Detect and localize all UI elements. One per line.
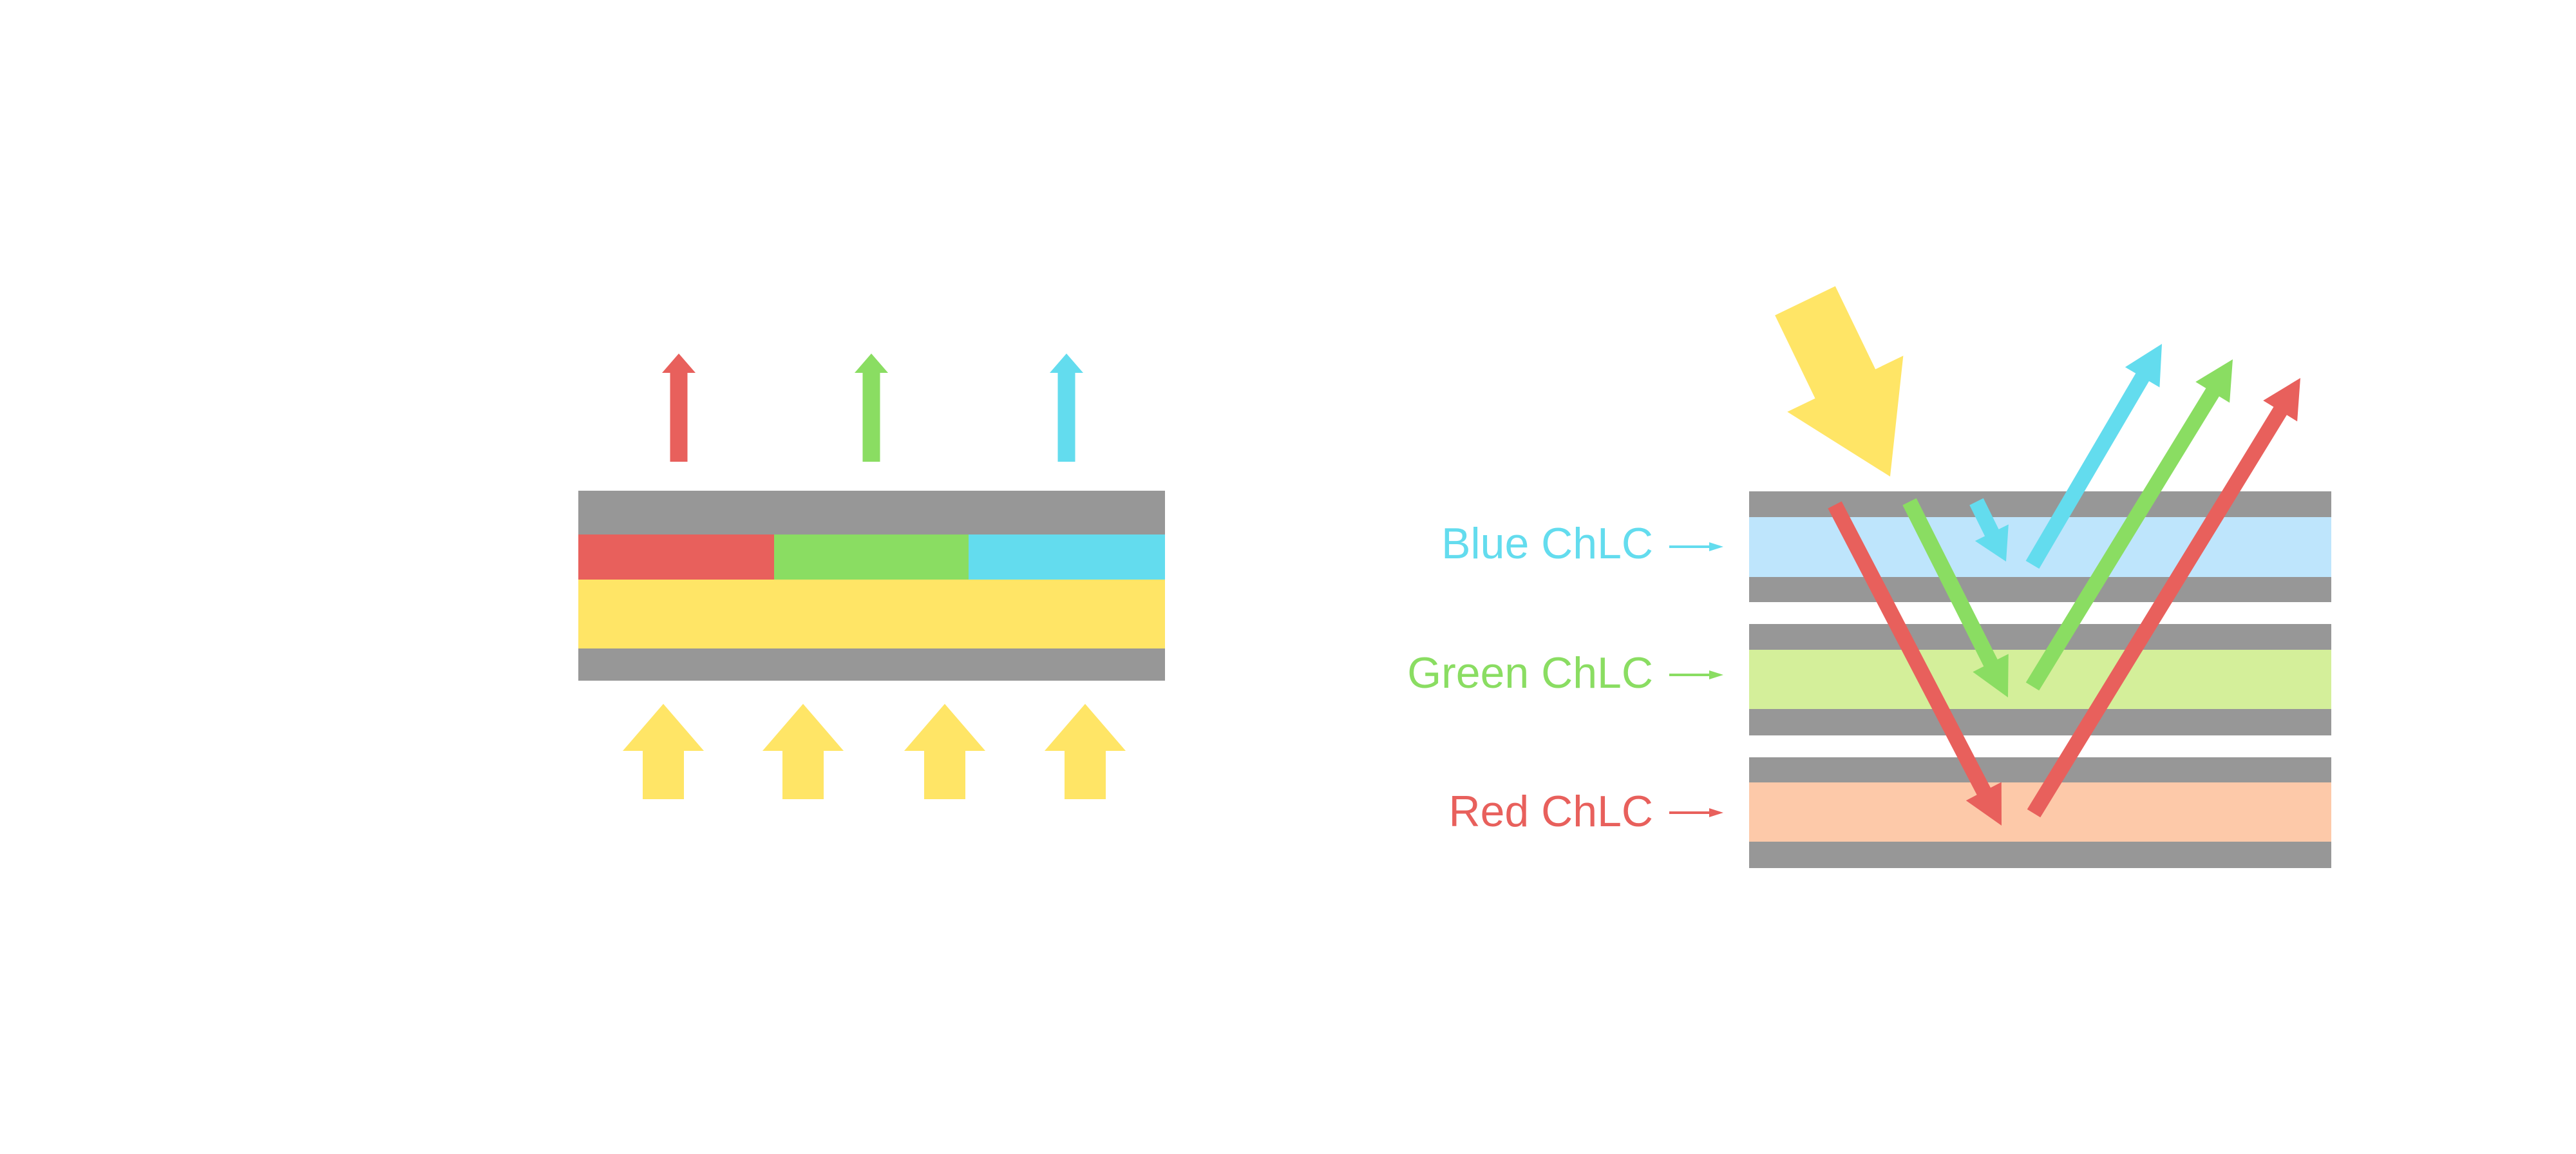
cyan-output-arrow [1050, 354, 1083, 462]
filter-stack [578, 491, 1165, 681]
top-gray-layer [578, 491, 1165, 534]
backlight-arrow-3 [904, 704, 985, 799]
yellow-backlight-layer [578, 580, 1165, 648]
blue-bottom-gray [1749, 577, 2331, 602]
blue-label-pointer [1669, 542, 1723, 551]
red-chlc-label: Red ChLC [1449, 787, 1654, 836]
backlight-arrow-2 [762, 704, 844, 799]
red-top-gray [1749, 757, 2331, 782]
green-reflected-ray [2025, 359, 2233, 691]
blue-chlc-label: Blue ChLC [1441, 519, 1653, 568]
red-incident-ray [1828, 501, 2002, 826]
green-label-pointer [1669, 670, 1723, 679]
backlight-arrow-4 [1045, 704, 1126, 799]
incident-light-arrow [1775, 286, 1904, 477]
red-reflected-ray [2027, 378, 2300, 818]
green-top-gray [1749, 624, 2331, 650]
left-arrows [623, 354, 1126, 799]
red-bottom-gray [1749, 842, 2331, 868]
green-chlc-label: Green ChLC [1407, 648, 1653, 697]
red-label-pointer [1669, 808, 1723, 817]
label-pointers [1669, 542, 1723, 817]
cyan-incident-ray [1969, 498, 2009, 562]
light-rays [1775, 286, 2300, 826]
bottom-gray-layer [578, 648, 1165, 681]
green-incident-ray [1902, 498, 2009, 697]
green-bottom-gray [1749, 709, 2331, 735]
red-output-arrow [662, 354, 696, 462]
layer-labels: Blue ChLC Green ChLC Red ChLC [1407, 519, 1653, 836]
green-filter [774, 534, 969, 580]
cyan-reflected-ray [2025, 344, 2162, 569]
cyan-filter [969, 534, 1165, 580]
red-filter [578, 534, 774, 580]
green-output-arrow [855, 354, 888, 462]
backlight-arrow-1 [623, 704, 704, 799]
